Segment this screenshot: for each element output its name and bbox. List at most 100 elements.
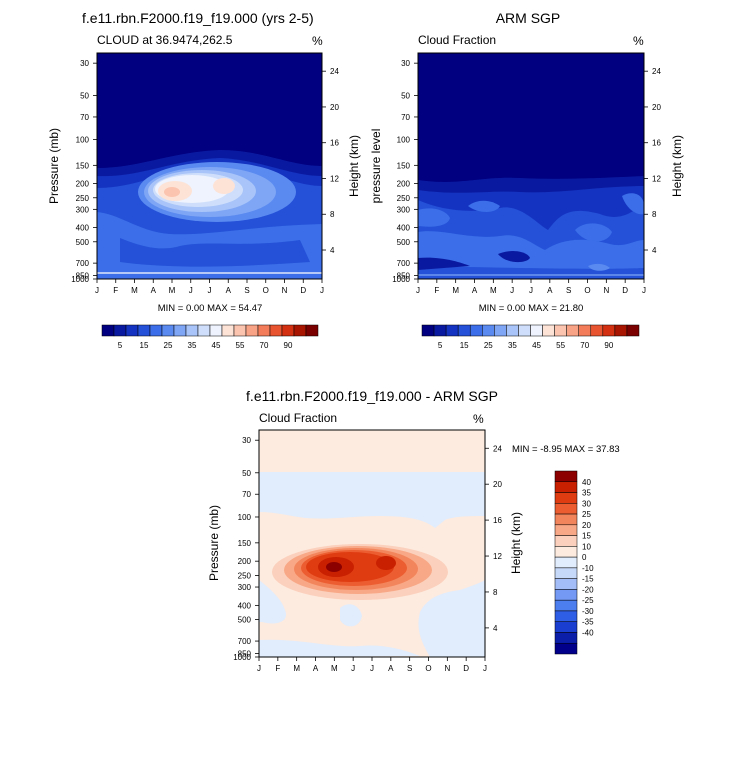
diff-y-right-tick-label: 16 xyxy=(493,516,502,525)
diff-colorbar-swatch xyxy=(554,642,578,655)
diff-x-tick-label: J xyxy=(257,664,261,673)
model-y-tick-label: 30 xyxy=(80,59,89,68)
model-y-right-tick-label: 24 xyxy=(330,67,339,76)
model-x-tick-label: S xyxy=(244,286,249,295)
obs-y-tick-label: 400 xyxy=(397,224,411,233)
obs-x-tick-label: D xyxy=(622,286,628,295)
obs-colorbar-swatch xyxy=(518,324,531,337)
diff-y-tick-label: 70 xyxy=(242,490,251,499)
diff-colorbar-label: -10 xyxy=(582,564,594,573)
model-x-tick-label: F xyxy=(113,286,118,295)
obs-colorbar-swatch xyxy=(530,324,543,337)
obs-y-tick-label: 70 xyxy=(401,113,410,122)
obs-x-tick-label: J xyxy=(416,286,420,295)
panel-diff-subtitle: Cloud Fraction xyxy=(259,411,337,425)
panel-model-subtitle: CLOUD at 36.9474,262.5 xyxy=(97,33,233,47)
diff-colorbar-swatch xyxy=(554,546,578,558)
model-colorbar-swatch xyxy=(209,324,223,337)
diff-x-tick-label: N xyxy=(444,664,450,673)
obs-colorbar-swatch xyxy=(506,324,519,337)
model-y-right-tick-label: 16 xyxy=(330,139,339,148)
model-colorbar-swatch xyxy=(221,324,235,337)
obs-y-tick-label: 1000 xyxy=(392,275,410,284)
model-x-tick-label: N xyxy=(282,286,288,295)
diff-y-right-tick-label: 24 xyxy=(493,444,502,453)
panel-model-title: f.e11.rbn.F2000.f19_f19.000 (yrs 2-5) xyxy=(82,10,314,26)
model-colorbar-swatch xyxy=(305,324,319,337)
model-colorbar-swatch xyxy=(125,324,139,337)
obs-light-blob xyxy=(588,263,610,271)
diff-y-tick-label: 700 xyxy=(238,637,252,646)
obs-x-tick-label: M xyxy=(490,286,497,295)
model-y-tick-label: 200 xyxy=(76,180,90,189)
obs-colorbar-swatch xyxy=(590,324,604,337)
obs-colorbar-label: 70 xyxy=(580,341,589,350)
obs-x-tick-label: M xyxy=(452,286,459,295)
diff-colorbar-label: 0 xyxy=(582,553,587,562)
model-colorbar-label: 15 xyxy=(140,341,149,350)
model-colorbar-label: 70 xyxy=(260,341,269,350)
diff-colorbar-swatch xyxy=(554,632,578,644)
obs-colorbar-swatch xyxy=(542,324,555,337)
model-colorbar-swatch xyxy=(257,324,271,337)
diff-colorbar-label: 40 xyxy=(582,478,591,487)
obs-colorbar-swatch xyxy=(626,324,640,337)
diff-y-tick-label: 300 xyxy=(238,583,252,592)
diff-colorbar-label: 30 xyxy=(582,499,591,508)
model-y-tick-label: 100 xyxy=(76,136,90,145)
obs-lower-band xyxy=(418,231,644,269)
obs-y-tick-label: 30 xyxy=(401,59,410,68)
obs-colorbar-swatch xyxy=(494,324,507,337)
diff-y-axis-label: Pressure (mb) xyxy=(207,505,221,581)
diff-colorbar-swatch xyxy=(554,610,578,622)
obs-y-tick-label: 200 xyxy=(397,180,411,189)
obs-colorbar: 5 15 25 35 45 55 70 90 xyxy=(421,324,640,350)
diff-colorbar-label: 25 xyxy=(582,510,591,519)
obs-colorbar-swatch xyxy=(554,324,567,337)
diff-colorbar-label: -35 xyxy=(582,618,594,627)
diff-negative-blob-a xyxy=(259,580,287,624)
model-colorbar-swatch xyxy=(245,324,259,337)
model-colorbar-swatch xyxy=(197,324,211,337)
obs-colorbar-swatch xyxy=(421,324,435,337)
model-y-tick-label: 150 xyxy=(76,161,90,170)
diff-x-tick-label: D xyxy=(463,664,469,673)
model-contour-50-b xyxy=(213,178,235,194)
diff-y-tick-label: 30 xyxy=(242,436,251,445)
model-y-axis-right-label: Height (km) xyxy=(347,135,361,197)
model-colorbar-swatch xyxy=(101,324,115,337)
obs-x-tick-label: O xyxy=(584,286,590,295)
model-colorbar-label: 90 xyxy=(284,341,293,350)
obs-y-tick-label: 50 xyxy=(401,92,410,101)
model-x-tick-label: M xyxy=(131,286,138,295)
model-y-axis-label: Pressure (mb) xyxy=(47,128,61,204)
obs-x-tick-label: S xyxy=(566,286,571,295)
model-colorbar-swatch xyxy=(161,324,175,337)
model-colorbar-label: 55 xyxy=(236,341,245,350)
obs-colorbar-label: 5 xyxy=(438,341,443,350)
diff-y-right-tick-label: 4 xyxy=(493,624,498,633)
obs-y-tick-label: 300 xyxy=(397,205,411,214)
diff-y-right-tick-label: 20 xyxy=(493,480,502,489)
obs-x-tick-label: J xyxy=(529,286,533,295)
diff-colorbar-label: -25 xyxy=(582,596,594,605)
diff-colorbar-label: 35 xyxy=(582,489,591,498)
diff-colorbar-swatch xyxy=(554,567,578,579)
obs-axes: J F M A M J J A S O N D J 30 50 70 100 150 200 250 300 400 500… xyxy=(392,59,661,295)
diff-x-tick-label: J xyxy=(351,664,355,673)
diff-y-tick-label: 150 xyxy=(238,539,252,548)
obs-y-tick-label: 100 xyxy=(397,136,411,145)
diff-y-tick-label: 100 xyxy=(238,513,252,522)
obs-colorbar-swatch xyxy=(457,324,471,337)
model-colorbar-swatch xyxy=(185,324,199,337)
model-y-tick-label: 400 xyxy=(76,224,90,233)
model-colorbar-swatch xyxy=(173,324,187,337)
diff-colorbar-label: 20 xyxy=(582,521,591,530)
obs-x-tick-label: F xyxy=(434,286,439,295)
panel-obs-subtitle: Cloud Fraction xyxy=(418,33,496,47)
model-colorbar-swatch xyxy=(149,324,163,337)
obs-colorbar-swatch xyxy=(469,324,483,337)
diff-x-tick-label: F xyxy=(275,664,280,673)
panel-diff: f.e11.rbn.F2000.f19_f19.000 - ARM SGP Cl… xyxy=(207,388,620,673)
model-y-tick-label: 700 xyxy=(76,259,90,268)
